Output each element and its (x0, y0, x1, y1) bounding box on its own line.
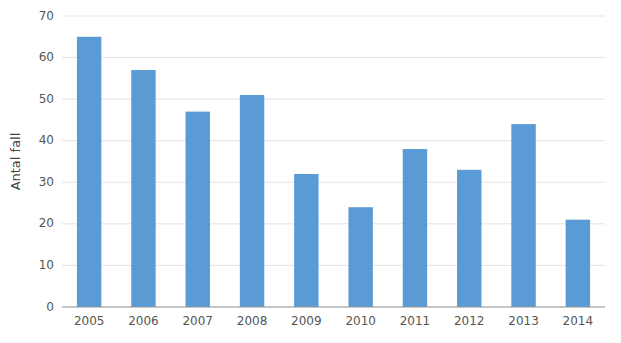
x-tick-label: 2013 (508, 314, 539, 328)
y-tick-label: 0 (46, 300, 54, 314)
y-tick-labels: 0 10 20 30 40 50 60 70 (39, 9, 54, 314)
x-tick-label: 2011 (400, 314, 431, 328)
bar (240, 95, 264, 307)
y-tick-label: 20 (39, 216, 54, 230)
grid-line (62, 307, 605, 308)
bar (131, 70, 155, 307)
x-tick-label: 2008 (237, 314, 268, 328)
grid-line (62, 57, 605, 58)
y-tick-label: 50 (39, 92, 54, 106)
chart-container: 0102030405060702005200620072008200920102… (0, 0, 621, 343)
bar (348, 207, 372, 307)
x-tick-label: 2009 (291, 314, 322, 328)
x-axis-line (62, 307, 605, 308)
y-tick-label: 60 (39, 50, 54, 64)
bar (403, 149, 427, 307)
chart: 0102030405060702005200620072008200920102… (0, 0, 621, 343)
y-axis-label: Antal fall (8, 133, 23, 191)
bars (77, 37, 590, 307)
bar (294, 174, 318, 307)
y-tick-label: 40 (39, 133, 54, 147)
y-tick-label: 30 (39, 175, 54, 189)
x-tick-label: 2006 (128, 314, 159, 328)
x-tick-label: 2010 (345, 314, 376, 328)
bar (186, 112, 210, 307)
grid-line (62, 16, 605, 17)
x-tick-labels: 2005 2006 2007 2008 2009 2010 2011 2012 2013 2014 (74, 314, 593, 328)
bar (566, 220, 590, 307)
bar (457, 170, 481, 307)
y-tick-label: 10 (39, 258, 54, 272)
x-tick-label: 2007 (182, 314, 213, 328)
bar (511, 124, 535, 307)
x-tick-label: 2014 (563, 314, 594, 328)
y-grid (62, 16, 605, 307)
y-tick-label: 70 (39, 9, 54, 23)
x-tick-label: 2012 (454, 314, 485, 328)
bar (77, 37, 101, 307)
x-tick-label: 2005 (74, 314, 105, 328)
